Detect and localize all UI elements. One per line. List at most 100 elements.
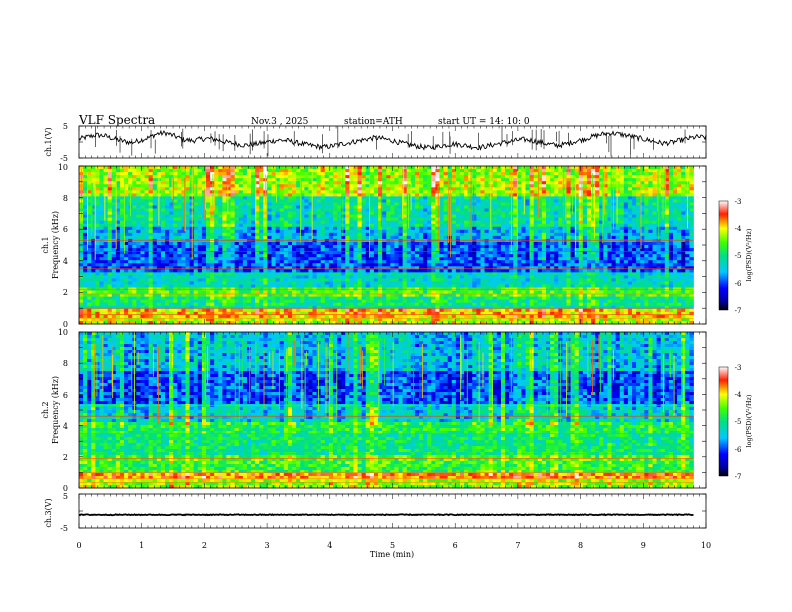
ch1-spectrogram-cell	[189, 260, 195, 264]
ch1-spectrogram-cell	[337, 251, 342, 255]
ch1-spectrogram-cell	[668, 235, 674, 240]
ch1-spectrogram-cell	[640, 181, 645, 185]
ch1-spectrogram-cell	[599, 211, 604, 216]
ch1-spectrogram-cell	[488, 248, 494, 252]
ch1-spectrogram-cell	[214, 245, 219, 249]
ch1-spectrogram-cell	[402, 199, 408, 203]
ch1-spectrogram-cell	[484, 199, 490, 203]
ch1-spectrogram-cell	[537, 226, 543, 231]
ch1-spectrogram-cell	[435, 172, 440, 176]
ch1-spectrogram-cell	[419, 172, 424, 176]
ch1-spectrogram-cell	[685, 254, 690, 258]
ch1-spectrogram-cell	[558, 257, 563, 261]
ch1-spectrogram-cell	[91, 199, 96, 203]
ch1-spectrogram-cell	[619, 196, 625, 200]
ch1-spectrogram-cell	[369, 169, 375, 173]
ch1-spectrogram-cell	[271, 241, 277, 246]
ch1-spectrogram-cell	[525, 254, 531, 258]
ch1-spectrogram-cell	[468, 214, 473, 219]
ch1-spectrogram-cell	[128, 248, 133, 252]
ch1-spectrogram-cell	[607, 181, 612, 185]
ch1-spectrogram-cell	[210, 214, 215, 219]
ch1-spectrogram-cell	[140, 205, 145, 209]
ch1-spectrogram-cell	[439, 248, 444, 252]
ch1-spectrogram-cell	[423, 245, 428, 249]
ch1-spectrogram-cell	[132, 202, 137, 206]
ch1-spectrogram-cell	[308, 251, 313, 255]
ch1-spectrogram-cell	[201, 238, 207, 243]
ch1-spectrogram-cell	[550, 190, 555, 194]
ch1-spectrogram-cell	[181, 166, 186, 170]
ch1-spectrogram-cell	[238, 260, 244, 264]
ch1-spectrogram-cell	[332, 254, 338, 258]
ch1-spectrogram-cell	[578, 248, 584, 252]
ch1-spectrogram-cell	[312, 232, 317, 237]
ch1-spectrogram-cell	[320, 169, 326, 173]
ch1-spectrogram-cell	[349, 260, 354, 264]
ch1-spectrogram-cell	[468, 196, 473, 200]
ch1-spectrogram-cell	[308, 175, 313, 179]
ch1-spectrogram-cell	[578, 193, 584, 197]
ch1-spectrogram-cell	[472, 208, 477, 212]
ch1-spectrogram-cell	[201, 184, 207, 188]
ch1-spectrogram-cell	[222, 257, 227, 261]
ch1-spectrogram-cell	[361, 226, 367, 231]
ch1-spectrogram-cell	[214, 217, 219, 222]
ch1-spectrogram-cell	[414, 245, 420, 249]
ch1-spectrogram-cell	[357, 235, 363, 240]
ch1-spectrogram-cell	[263, 205, 268, 209]
ch1-spectrogram-cell	[443, 232, 449, 237]
ch1-spectrogram-cell	[230, 241, 236, 246]
ch1-spectrogram-cell	[296, 235, 301, 240]
ch1-spectrogram-cell	[296, 196, 301, 200]
ch1-spectrogram-cell	[255, 181, 260, 185]
ch1-spectrogram-cell	[607, 166, 612, 170]
ch1-spectrogram-cell	[533, 238, 539, 243]
ch1-spectrogram-cell	[345, 187, 350, 191]
ch1-spectrogram-cell	[287, 178, 293, 182]
ch1-spectrogram-cell	[230, 238, 236, 243]
ch1-spectrogram-cell	[373, 190, 379, 194]
ch1-spectrogram-cell	[427, 211, 432, 216]
ch1-spectrogram-cell	[308, 193, 313, 197]
ch1-spectrogram-cell	[545, 220, 551, 225]
ch1-spectrogram-cell	[394, 251, 399, 255]
ch1-spectrogram-cell	[332, 187, 338, 191]
ch1-spectrogram-cell	[91, 241, 96, 246]
ch1-spectrogram-cell	[562, 238, 567, 243]
ch1-spectrogram-cell	[103, 208, 109, 212]
ch1-spectrogram-cell	[636, 175, 641, 179]
ch1-spectrogram-cell	[181, 214, 186, 219]
ch1-spectrogram-cell	[431, 172, 436, 176]
ch1-spectrogram-cell	[414, 257, 420, 261]
ch1-spectrogram-cell	[214, 199, 219, 203]
ch1-spectrogram-cell	[201, 172, 207, 176]
ch1-spectrogram-cell	[664, 190, 670, 194]
ch1-spectrogram-cell	[521, 254, 526, 258]
ch1-spectrogram-cell	[591, 193, 596, 197]
ch1-spectrogram-cell	[398, 248, 404, 252]
ch1-spectrogram-cell	[591, 220, 596, 225]
ch1-spectrogram-cell	[541, 245, 547, 249]
ch1-spectrogram-cell	[341, 178, 346, 182]
ch1-spectrogram-cell	[234, 211, 240, 216]
ch1-spectrogram-cell	[218, 211, 223, 216]
ch1-spectrogram-cell	[636, 208, 641, 212]
ch1-spectrogram-cell	[533, 235, 539, 240]
ch1-spectrogram-cell	[222, 178, 227, 182]
ch1-spectrogram-cell	[316, 178, 322, 182]
ch1-spectrogram-cell	[283, 238, 289, 243]
ch1-spectrogram-cell	[681, 178, 686, 182]
ch1-spectrogram-cell	[660, 223, 666, 228]
ch1-spectrogram-cell	[259, 202, 264, 206]
ch1-spectrogram-cell	[312, 229, 317, 234]
ch1-spectrogram-cell	[578, 166, 584, 170]
ch1-spectrogram-cell	[328, 235, 334, 240]
ch1-spectrogram-cell	[259, 257, 264, 261]
ch1-spectrogram-cell	[455, 205, 461, 209]
ch1-spectrogram-cell	[87, 238, 92, 243]
ch1-spectrogram-cell	[234, 241, 240, 246]
ch1-spectrogram-cell	[431, 220, 436, 225]
ch1-spectrogram-cell	[640, 208, 645, 212]
ch1-spectrogram-cell	[132, 181, 137, 185]
